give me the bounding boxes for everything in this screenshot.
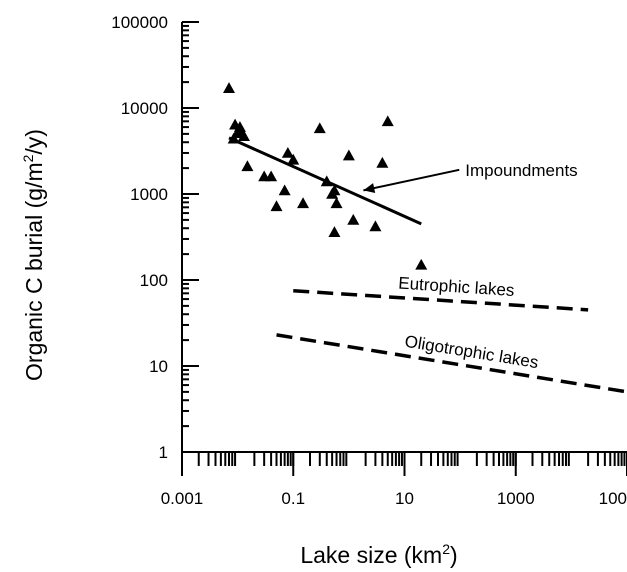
- data-point-triangle: [381, 115, 394, 127]
- data-point-triangle: [287, 153, 300, 165]
- data-point-triangle: [415, 258, 428, 270]
- eutrophic-lakes-label: Eutrophic lakes: [398, 274, 515, 300]
- data-point-triangle: [223, 82, 236, 93]
- x-tick-label: 10: [395, 489, 414, 508]
- x-tick-label: 100000: [599, 489, 627, 508]
- data-point-triangle: [237, 130, 250, 141]
- data-point-triangle: [328, 226, 341, 237]
- x-axis-title: Lake size (km2): [300, 541, 457, 568]
- data-point-triangle: [320, 175, 333, 187]
- data-point-triangle: [342, 149, 355, 161]
- impoundments-arrow-shaft: [363, 168, 460, 192]
- data-point-triangle: [278, 184, 291, 196]
- y-axis-major-ticks: [182, 21, 199, 453]
- data-point-triangle: [227, 132, 240, 144]
- data-point-triangle: [270, 200, 283, 212]
- data-point-triangle: [347, 213, 360, 225]
- x-axis-minor-ticks: [181, 452, 626, 466]
- eutrophic-lakes-line: [293, 288, 589, 312]
- impoundments-label: Impoundments: [465, 161, 577, 180]
- y-tick-label: 1: [159, 443, 168, 462]
- data-points: [223, 82, 428, 270]
- x-axis-major-ticks: [181, 452, 627, 476]
- x-axis-tick-labels: 0.001 0.1 10 1000 100000: [161, 489, 627, 508]
- x-tick-label: 1000: [497, 489, 535, 508]
- impoundments-arrow-head: [363, 183, 376, 193]
- data-point-triangle: [313, 122, 326, 134]
- data-point-triangle: [241, 160, 254, 172]
- y-axis-tick-labels: 1 10 100 1000 10000 100000: [111, 13, 168, 462]
- data-point-triangle: [369, 220, 382, 232]
- y-tick-label: 100: [140, 271, 168, 290]
- x-tick-label: 0.1: [281, 489, 305, 508]
- oligotrophic-lakes-line: [276, 333, 627, 394]
- y-tick-label: 1000: [130, 185, 168, 204]
- y-tick-label: 10000: [121, 99, 168, 118]
- data-point-triangle: [376, 156, 389, 168]
- data-point-triangle: [265, 170, 278, 182]
- data-point-triangle: [281, 146, 294, 158]
- data-point-triangle: [297, 197, 310, 209]
- y-axis-minor-ticks: [182, 24, 189, 428]
- y-tick-label: 10: [149, 357, 168, 376]
- y-axis-title: Organic C burial (g/m2/y): [20, 129, 47, 381]
- y-tick-label: 100000: [111, 13, 168, 32]
- data-point-triangle: [330, 197, 343, 209]
- x-tick-label: 0.001: [161, 489, 204, 508]
- data-point-triangle: [328, 184, 341, 196]
